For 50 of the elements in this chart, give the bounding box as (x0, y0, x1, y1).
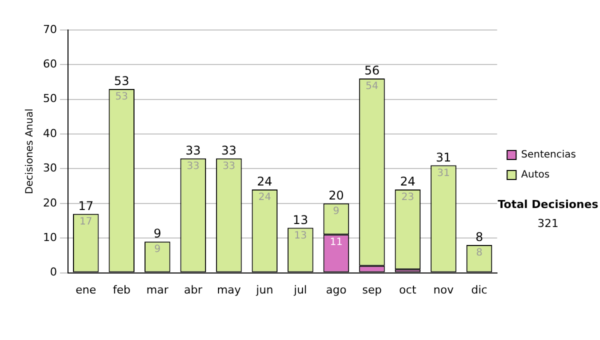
x-tick-label: jul (292, 283, 307, 296)
x-tick-label: jun (255, 283, 274, 296)
x-tick-label: feb (112, 283, 130, 296)
y-tick-label: 30 (42, 162, 57, 175)
y-tick-label: 20 (42, 196, 57, 210)
data-label: 9 (333, 206, 340, 218)
data-label: 13 (294, 230, 307, 242)
x-tick-label: sep (362, 283, 382, 296)
y-axis-title: Decisiones Anual (24, 108, 36, 194)
data-label: 24 (258, 192, 272, 204)
y-tick-label: 70 (42, 22, 57, 36)
total-label: 13 (292, 212, 308, 227)
x-tick-label: nov (433, 283, 454, 296)
x-tick-label: oct (399, 283, 417, 296)
y-tick-label: 0 (50, 266, 57, 279)
text: 321 (538, 216, 558, 230)
total-label: 56 (364, 64, 380, 78)
x-tick-label: dic (471, 283, 488, 296)
x-tick-label: abr (184, 283, 203, 296)
y-tick-label: 40 (42, 126, 57, 140)
data-label: 17 (80, 216, 92, 228)
total-label: 17 (78, 198, 94, 213)
total-label: 33 (221, 143, 237, 158)
legend-label: Sentencias (521, 150, 576, 161)
x-tick-label: mar (146, 283, 169, 296)
x-tick-label: ene (76, 283, 96, 296)
data-label: 33 (186, 160, 200, 172)
x-tick-label: may (216, 283, 242, 296)
data-label: 8 (476, 248, 482, 259)
y-tick-label: 60 (42, 58, 57, 71)
total-label: 53 (114, 74, 130, 88)
text: Total Decisiones (498, 198, 599, 211)
x-tick-label: ago (326, 283, 347, 296)
data-label: 53 (115, 92, 128, 103)
data-label: 33 (222, 160, 236, 172)
total-label: 20 (328, 188, 344, 203)
total-label: 8 (475, 230, 484, 244)
total-label: 24 (257, 174, 272, 189)
total-label: 31 (436, 150, 452, 164)
y-tick-label: 50 (42, 92, 57, 106)
data-label: 11 (330, 237, 343, 248)
legend-label: Autos (521, 170, 550, 181)
total-label: 33 (186, 143, 201, 158)
total-label: 9 (154, 226, 162, 241)
data-label: 9 (154, 244, 161, 256)
data-label: 54 (366, 81, 378, 92)
data-label: 23 (401, 192, 414, 204)
total-label: 24 (400, 174, 416, 189)
data-label: 31 (437, 168, 450, 179)
y-tick-label: 10 (42, 230, 57, 244)
